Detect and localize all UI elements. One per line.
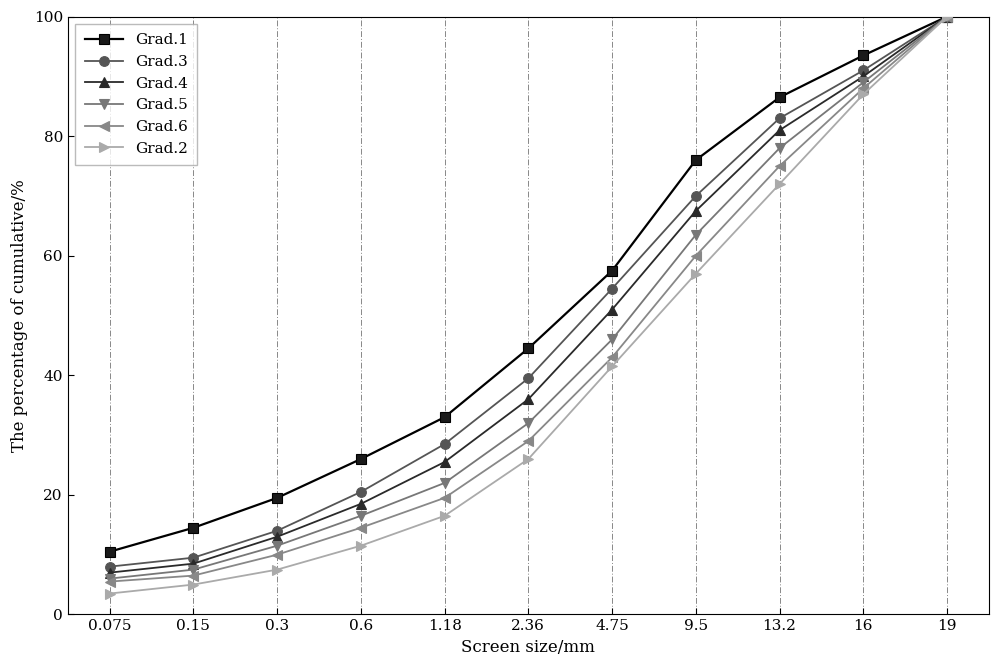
Grad.4 (941, 13, 953, 21)
Grad.1 (941, 13, 953, 21)
Grad.1 (606, 267, 618, 275)
Line: Grad.4: Grad.4 (105, 12, 952, 578)
Grad.6 (439, 494, 451, 502)
Grad.2 (187, 580, 199, 588)
Legend: Grad.1, Grad.3, Grad.4, Grad.5, Grad.6, Grad.2: Grad.1, Grad.3, Grad.4, Grad.5, Grad.6, … (75, 24, 197, 165)
Grad.2 (104, 590, 116, 598)
Grad.4 (355, 500, 367, 508)
Grad.3 (522, 374, 534, 382)
Grad.1 (104, 548, 116, 556)
Grad.6 (355, 524, 367, 532)
Grad.2 (857, 90, 869, 98)
Grad.4 (857, 73, 869, 81)
Grad.2 (941, 13, 953, 21)
Grad.5 (355, 512, 367, 520)
Grad.6 (271, 551, 283, 559)
Grad.4 (187, 560, 199, 568)
Grad.6 (104, 578, 116, 586)
Grad.5 (271, 542, 283, 550)
Line: Grad.3: Grad.3 (105, 12, 952, 572)
Grad.1 (355, 455, 367, 463)
Grad.5 (857, 79, 869, 87)
Grad.2 (606, 362, 618, 370)
Grad.3 (941, 13, 953, 21)
Line: Grad.2: Grad.2 (105, 12, 952, 598)
Grad.2 (522, 455, 534, 463)
Grad.2 (439, 512, 451, 520)
Line: Grad.5: Grad.5 (105, 12, 952, 584)
Grad.3 (187, 554, 199, 562)
Grad.5 (439, 479, 451, 487)
Grad.5 (606, 336, 618, 344)
Grad.5 (774, 144, 786, 152)
Grad.5 (941, 13, 953, 21)
Grad.6 (690, 251, 702, 259)
Grad.6 (774, 162, 786, 170)
Grad.4 (606, 305, 618, 313)
Grad.1 (522, 344, 534, 352)
Grad.6 (857, 84, 869, 92)
Grad.3 (439, 440, 451, 448)
Grad.4 (522, 396, 534, 404)
Grad.1 (271, 494, 283, 502)
Grad.3 (104, 563, 116, 571)
Line: Grad.6: Grad.6 (105, 12, 952, 586)
Y-axis label: The percentage of cumulative/%: The percentage of cumulative/% (11, 179, 28, 452)
Grad.1 (690, 156, 702, 164)
Grad.1 (439, 413, 451, 421)
Grad.6 (941, 13, 953, 21)
Grad.5 (187, 566, 199, 574)
Grad.2 (774, 180, 786, 188)
Grad.5 (522, 419, 534, 427)
Grad.4 (690, 207, 702, 215)
Grad.2 (690, 269, 702, 277)
Grad.4 (774, 126, 786, 134)
X-axis label: Screen size/mm: Screen size/mm (461, 639, 595, 656)
Grad.3 (774, 114, 786, 122)
Grad.4 (439, 458, 451, 466)
Grad.6 (187, 572, 199, 580)
Grad.3 (690, 192, 702, 200)
Grad.3 (857, 67, 869, 75)
Grad.3 (606, 285, 618, 293)
Grad.1 (187, 524, 199, 532)
Grad.1 (774, 93, 786, 101)
Grad.2 (355, 542, 367, 550)
Grad.5 (690, 231, 702, 239)
Grad.4 (271, 533, 283, 541)
Grad.3 (271, 527, 283, 535)
Grad.2 (271, 566, 283, 574)
Grad.6 (522, 437, 534, 445)
Grad.6 (606, 354, 618, 362)
Grad.5 (104, 574, 116, 582)
Grad.4 (104, 569, 116, 577)
Grad.1 (857, 51, 869, 59)
Line: Grad.1: Grad.1 (105, 12, 952, 556)
Grad.3 (355, 488, 367, 496)
